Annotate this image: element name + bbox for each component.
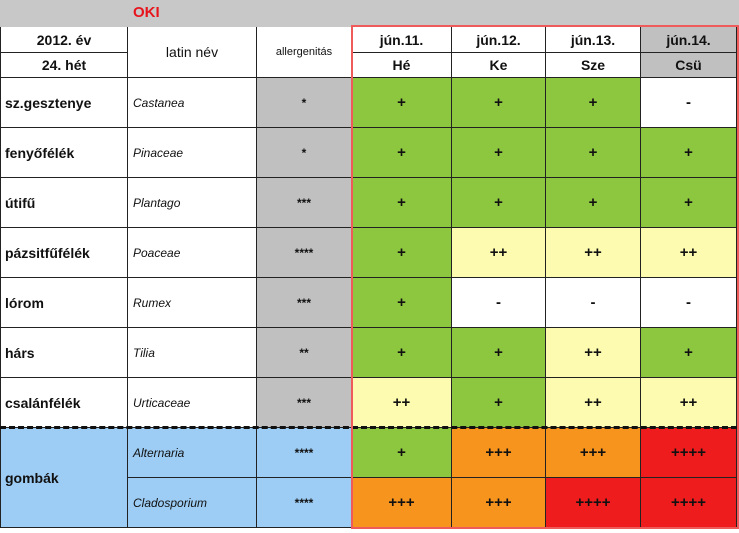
level-cell: +++ bbox=[546, 428, 641, 478]
level-cell: + bbox=[352, 428, 452, 478]
level-cell: ++++ bbox=[641, 428, 737, 478]
allergenicity: * bbox=[257, 78, 352, 128]
plant-name: hárs bbox=[0, 328, 128, 378]
level-cell: + bbox=[546, 78, 641, 128]
level-cell: +++ bbox=[452, 478, 546, 528]
title: OKI bbox=[133, 4, 160, 21]
top-bar bbox=[0, 0, 739, 27]
level-cell: + bbox=[452, 378, 546, 428]
allergenicity: * bbox=[257, 128, 352, 178]
latin-name: Plantago bbox=[128, 178, 257, 228]
level-cell: + bbox=[352, 328, 452, 378]
level-cell: + bbox=[352, 78, 452, 128]
latin-name: Castanea bbox=[128, 78, 257, 128]
level-cell: ++ bbox=[641, 228, 737, 278]
allergenicity: *** bbox=[257, 378, 352, 428]
level-cell: ++ bbox=[452, 228, 546, 278]
level-cell: + bbox=[452, 178, 546, 228]
level-cell: - bbox=[641, 78, 737, 128]
latin-name: Tilia bbox=[128, 328, 257, 378]
level-cell: ++ bbox=[641, 378, 737, 428]
latin-header: latin név bbox=[128, 27, 257, 78]
level-cell: + bbox=[641, 178, 737, 228]
level-cell: + bbox=[546, 128, 641, 178]
level-cell: + bbox=[546, 178, 641, 228]
day-header: Csü bbox=[641, 53, 737, 78]
plant-name: lórom bbox=[0, 278, 128, 328]
date-header: jún.12. bbox=[452, 27, 546, 53]
plant-name: útifű bbox=[0, 178, 128, 228]
group-divider bbox=[0, 426, 737, 429]
level-cell: + bbox=[352, 178, 452, 228]
date-header: jún.14. bbox=[641, 27, 737, 53]
level-cell: + bbox=[352, 128, 452, 178]
level-cell: ++++ bbox=[641, 478, 737, 528]
latin-name: Poaceae bbox=[128, 228, 257, 278]
level-cell: - bbox=[452, 278, 546, 328]
level-cell: ++++ bbox=[546, 478, 641, 528]
level-cell: ++ bbox=[546, 228, 641, 278]
latin-name: Cladosporium bbox=[128, 478, 257, 528]
allergenicity: **** bbox=[257, 428, 352, 478]
level-cell: +++ bbox=[352, 478, 452, 528]
level-cell: + bbox=[641, 128, 737, 178]
level-cell: - bbox=[546, 278, 641, 328]
latin-name: Rumex bbox=[128, 278, 257, 328]
plant-name: pázsitfűfélék bbox=[0, 228, 128, 278]
allergenicity: *** bbox=[257, 178, 352, 228]
level-cell: + bbox=[352, 228, 452, 278]
level-cell: ++ bbox=[352, 378, 452, 428]
day-header: Ke bbox=[452, 53, 546, 78]
level-cell: + bbox=[452, 328, 546, 378]
level-cell: - bbox=[641, 278, 737, 328]
plant-name: sz.gesztenye bbox=[0, 78, 128, 128]
level-cell: + bbox=[641, 328, 737, 378]
date-header: jún.11. bbox=[352, 27, 452, 53]
level-cell: ++ bbox=[546, 378, 641, 428]
day-header: Sze bbox=[546, 53, 641, 78]
allergenicity: **** bbox=[257, 228, 352, 278]
level-cell: + bbox=[452, 128, 546, 178]
level-cell: + bbox=[452, 78, 546, 128]
group-name: gombák bbox=[0, 428, 128, 528]
allergenicity: **** bbox=[257, 478, 352, 528]
level-cell: +++ bbox=[452, 428, 546, 478]
allergenicity: *** bbox=[257, 278, 352, 328]
year-header: 2012. év bbox=[0, 27, 128, 53]
day-header: Hé bbox=[352, 53, 452, 78]
allergenicity-header: allergenitás bbox=[257, 27, 352, 78]
week-header: 24. hét bbox=[0, 53, 128, 78]
latin-name: Pinaceae bbox=[128, 128, 257, 178]
plant-name: csalánfélék bbox=[0, 378, 128, 428]
level-cell: ++ bbox=[546, 328, 641, 378]
allergenicity: ** bbox=[257, 328, 352, 378]
plant-name: fenyőfélék bbox=[0, 128, 128, 178]
date-header: jún.13. bbox=[546, 27, 641, 53]
level-cell: + bbox=[352, 278, 452, 328]
latin-name: Urticaceae bbox=[128, 378, 257, 428]
latin-name: Alternaria bbox=[128, 428, 257, 478]
